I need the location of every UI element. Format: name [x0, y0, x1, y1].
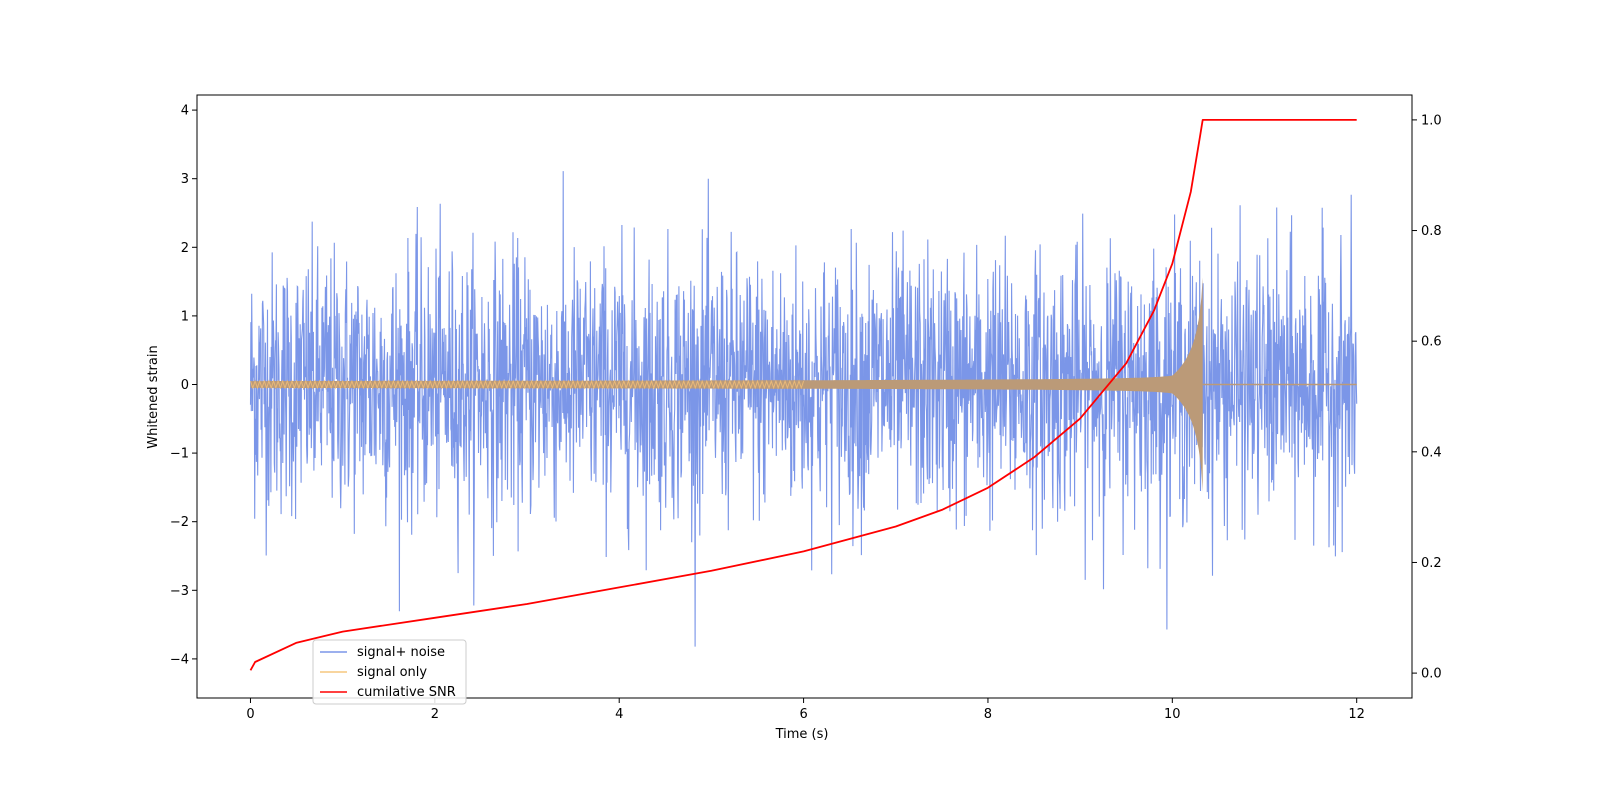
y-right-tick-label: 0.0 — [1421, 667, 1442, 682]
legend-label-signal-only: signal only — [357, 665, 427, 680]
x-tick-label: 10 — [1164, 707, 1181, 722]
series-cumulative-snr-line — [249, 119, 1357, 671]
y-right-tick-label: 0.4 — [1421, 445, 1442, 460]
y-left-tick-label: −2 — [170, 515, 189, 530]
y-left-tick-label: 3 — [181, 172, 189, 187]
x-axis-label: Time (s) — [775, 727, 829, 742]
y-left-tick-label: 2 — [181, 241, 189, 256]
plot-frame — [196, 94, 1413, 699]
legend-box — [312, 639, 467, 705]
x-tick-label: 4 — [615, 707, 623, 722]
y-left-tick-label: 4 — [181, 104, 189, 119]
y-left-tick-label: 1 — [181, 309, 189, 324]
y-left-tick-label: −1 — [170, 447, 189, 462]
y-axis-left: −4 −3 −2 −1 0 1 2 3 4 — [170, 104, 197, 667]
x-tick-label: 0 — [246, 707, 254, 722]
y-right-tick-label: 0.2 — [1421, 556, 1442, 571]
y-right-tick-label: 1.0 — [1421, 113, 1442, 128]
y-left-tick-label: −3 — [170, 584, 189, 599]
y-left-tick-label: 0 — [181, 378, 189, 393]
legend-label-signal-noise: signal+ noise — [357, 645, 445, 660]
x-axis: 0 2 4 6 8 10 12 — [246, 698, 1365, 722]
x-tick-label: 2 — [431, 707, 439, 722]
x-tick-label: 12 — [1348, 707, 1365, 722]
legend-label-cumulative-snr: cumilative SNR — [357, 685, 456, 700]
plot-area — [249, 119, 1358, 671]
y-axis-label: Whitened strain — [146, 345, 161, 448]
x-tick-label: 8 — [984, 707, 992, 722]
y-axis-right: 0.0 0.2 0.4 0.6 0.8 1.0 — [1412, 113, 1442, 682]
y-right-tick-label: 0.8 — [1421, 224, 1442, 239]
x-tick-label: 6 — [799, 707, 807, 722]
y-right-tick-label: 0.6 — [1421, 335, 1442, 350]
series-signal-noise-line — [249, 171, 1358, 647]
legend: signal+ noise signal only cumilative SNR — [312, 639, 467, 705]
y-left-tick-label: −4 — [170, 652, 189, 667]
series-signal-only-oscillation — [250, 379, 805, 390]
